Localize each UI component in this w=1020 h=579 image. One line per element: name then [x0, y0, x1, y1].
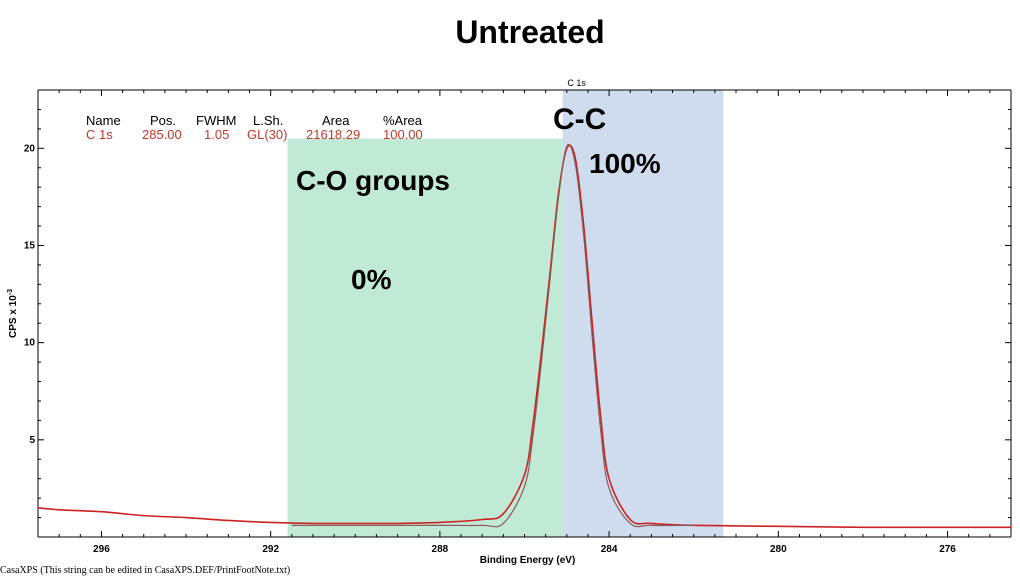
header-fwhm: FWHM: [196, 113, 237, 128]
header-pct-area: %Area: [383, 113, 423, 128]
header-lsh: L.Sh.: [253, 113, 284, 128]
peak-area: 21618.29: [306, 127, 361, 142]
region-percent-c-c: 100%: [589, 148, 661, 179]
y-axis-label-exponent: -3: [7, 289, 14, 295]
footer-note: CasaXPS (This string can be edited in Ca…: [0, 565, 291, 576]
region-percent-c-o-groups: 0%: [351, 264, 392, 295]
x-tick-label: 296: [93, 544, 110, 555]
region-label-c-c: C-C: [553, 103, 607, 136]
header-name: Name: [86, 113, 121, 128]
x-tick-label: 284: [601, 544, 618, 555]
region-c-o-groups: [287, 138, 563, 537]
peak-pct-area: 100.00: [383, 127, 423, 142]
series-component-line: [291, 143, 694, 528]
peak-lsh: GL(30): [247, 127, 288, 142]
y-tick-label: 5: [29, 435, 35, 446]
x-tick-label: 276: [939, 544, 956, 555]
x-tick-label: 280: [770, 544, 787, 555]
y-tick-label: 15: [24, 240, 36, 251]
peak-fwhm: 1.05: [204, 127, 230, 142]
peak-pos: 285.00: [142, 127, 182, 142]
x-axis-label: Binding Energy (eV): [480, 555, 576, 566]
spectrum-label: C 1s: [567, 78, 586, 88]
header-pos: Pos.: [150, 113, 177, 128]
series-envelope-line: [37, 144, 1011, 529]
y-axis-label: CPS x 10-3: [7, 289, 19, 338]
region-c-c: [562, 90, 724, 537]
x-tick-label: 292: [262, 544, 279, 555]
y-tick-label: 10: [24, 338, 36, 349]
header-area: Area: [322, 113, 350, 128]
y-tick-label: 20: [24, 143, 36, 154]
region-label-c-o-groups: C-O groups: [296, 165, 450, 196]
peak-name: C 1s: [86, 127, 113, 142]
x-tick-label: 288: [432, 544, 449, 555]
chart-title: Untreated: [455, 14, 605, 50]
